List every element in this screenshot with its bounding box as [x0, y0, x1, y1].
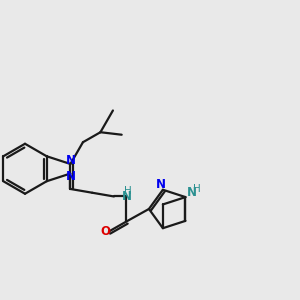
- Text: H: H: [124, 186, 132, 196]
- Text: N: N: [65, 170, 75, 183]
- Text: N: N: [122, 190, 131, 203]
- Text: N: N: [155, 178, 165, 191]
- Text: N: N: [187, 186, 197, 199]
- Text: N: N: [65, 154, 75, 167]
- Text: O: O: [100, 225, 110, 238]
- Text: H: H: [193, 184, 201, 194]
